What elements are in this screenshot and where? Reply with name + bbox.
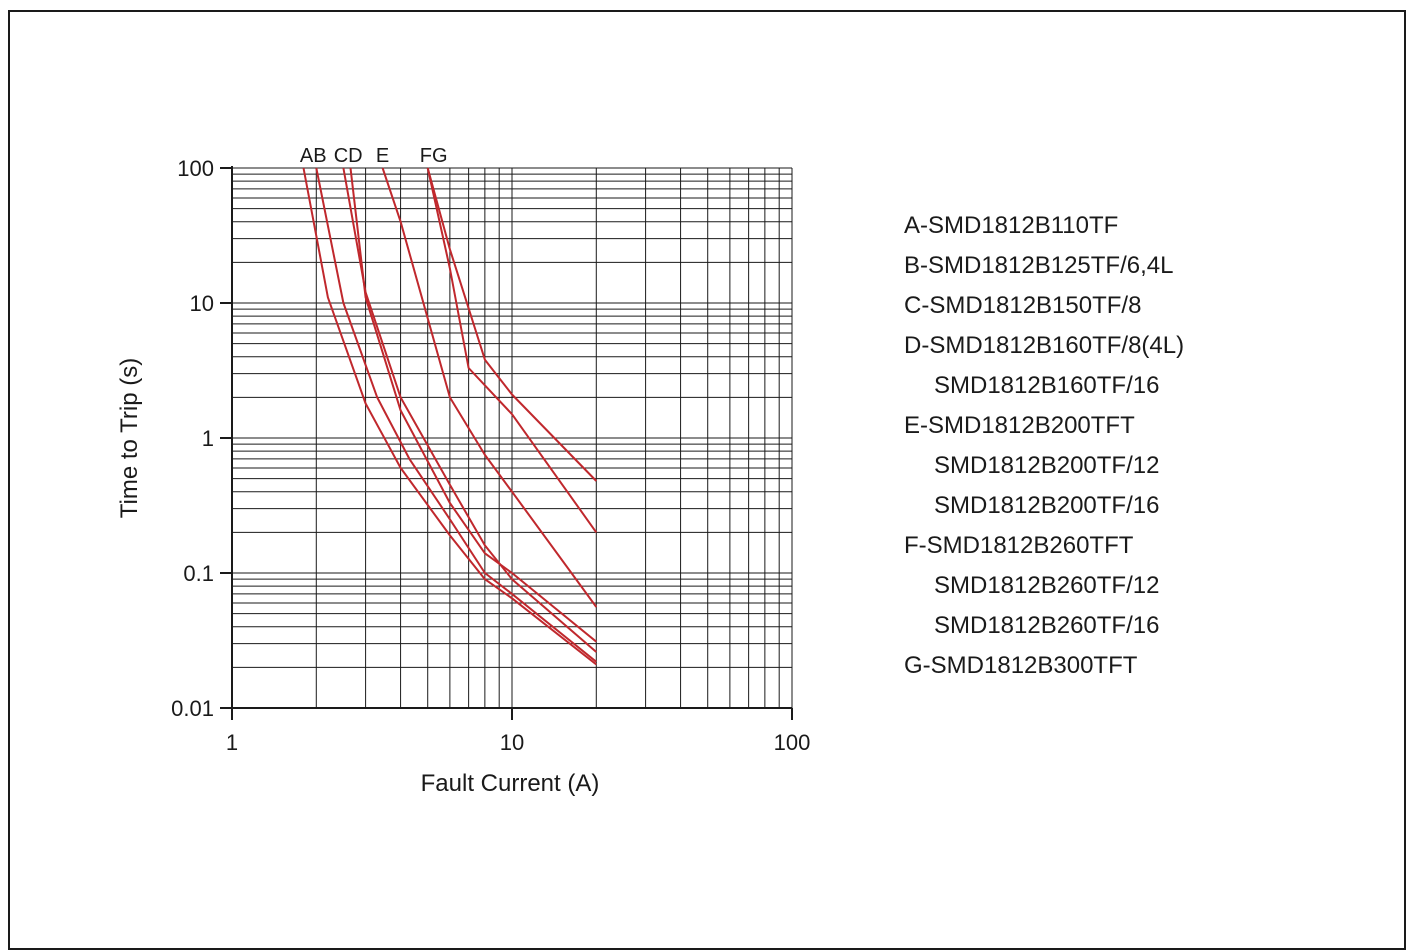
x-tick-label: 100: [774, 730, 811, 755]
legend-item: SMD1812B260TF/16: [934, 612, 1160, 639]
y-tick-label: 0.1: [183, 561, 214, 586]
legend-item: D-SMD1812B160TF/8(4L): [904, 332, 1185, 359]
time-current-chart: 1 10 100 100 10 1 0.1 0.01 AB CD E FG Fault Curren…: [116, 145, 810, 797]
y-tick-label: 10: [190, 291, 214, 316]
x-tick-label: 1: [226, 730, 238, 755]
tick-labels: 1 10 100 100 10 1 0.1 0.01: [171, 156, 810, 755]
curve-f: [426, 167, 598, 482]
curve-d: [349, 167, 597, 643]
legend-item: SMD1812B260TF/12: [934, 572, 1160, 599]
axes: [220, 166, 793, 720]
curve-g: [426, 167, 598, 533]
trip-curves: [302, 167, 598, 666]
y-tick-label: 1: [202, 426, 214, 451]
curve-label: FG: [420, 145, 448, 167]
legend-item: C-SMD1812B150TF/8: [904, 292, 1142, 319]
legend-item: F-SMD1812B260TFT: [904, 532, 1134, 559]
curve-e: [381, 167, 598, 608]
x-axis-title: Fault Current (A): [421, 770, 600, 797]
curve-label: E: [376, 145, 389, 167]
y-axis-title: Time to Trip (s): [116, 358, 143, 518]
curve-b: [315, 167, 597, 663]
legend: A-SMD1812B110TF B-SMD1812B125TF/6,4L C-SMD…: [904, 206, 1184, 686]
y-tick-label: 0.01: [171, 696, 214, 721]
legend-item: SMD1812B160TF/16: [934, 372, 1160, 399]
y-tick-label: 100: [177, 156, 214, 181]
grid: [231, 167, 793, 709]
curve-label: AB: [300, 145, 327, 167]
curve-labels: AB CD E FG: [300, 145, 448, 167]
curve-a: [302, 167, 597, 666]
legend-item: B-SMD1812B125TF/6,4L: [904, 252, 1174, 279]
x-tick-label: 10: [500, 730, 524, 755]
legend-item: E-SMD1812B200TFT: [904, 412, 1135, 439]
legend-item: G-SMD1812B300TFT: [904, 652, 1138, 679]
legend-item: SMD1812B200TF/16: [934, 492, 1160, 519]
legend-item: SMD1812B200TF/12: [934, 452, 1160, 479]
curve-label: CD: [334, 145, 363, 167]
legend-item: A-SMD1812B110TF: [904, 212, 1119, 239]
